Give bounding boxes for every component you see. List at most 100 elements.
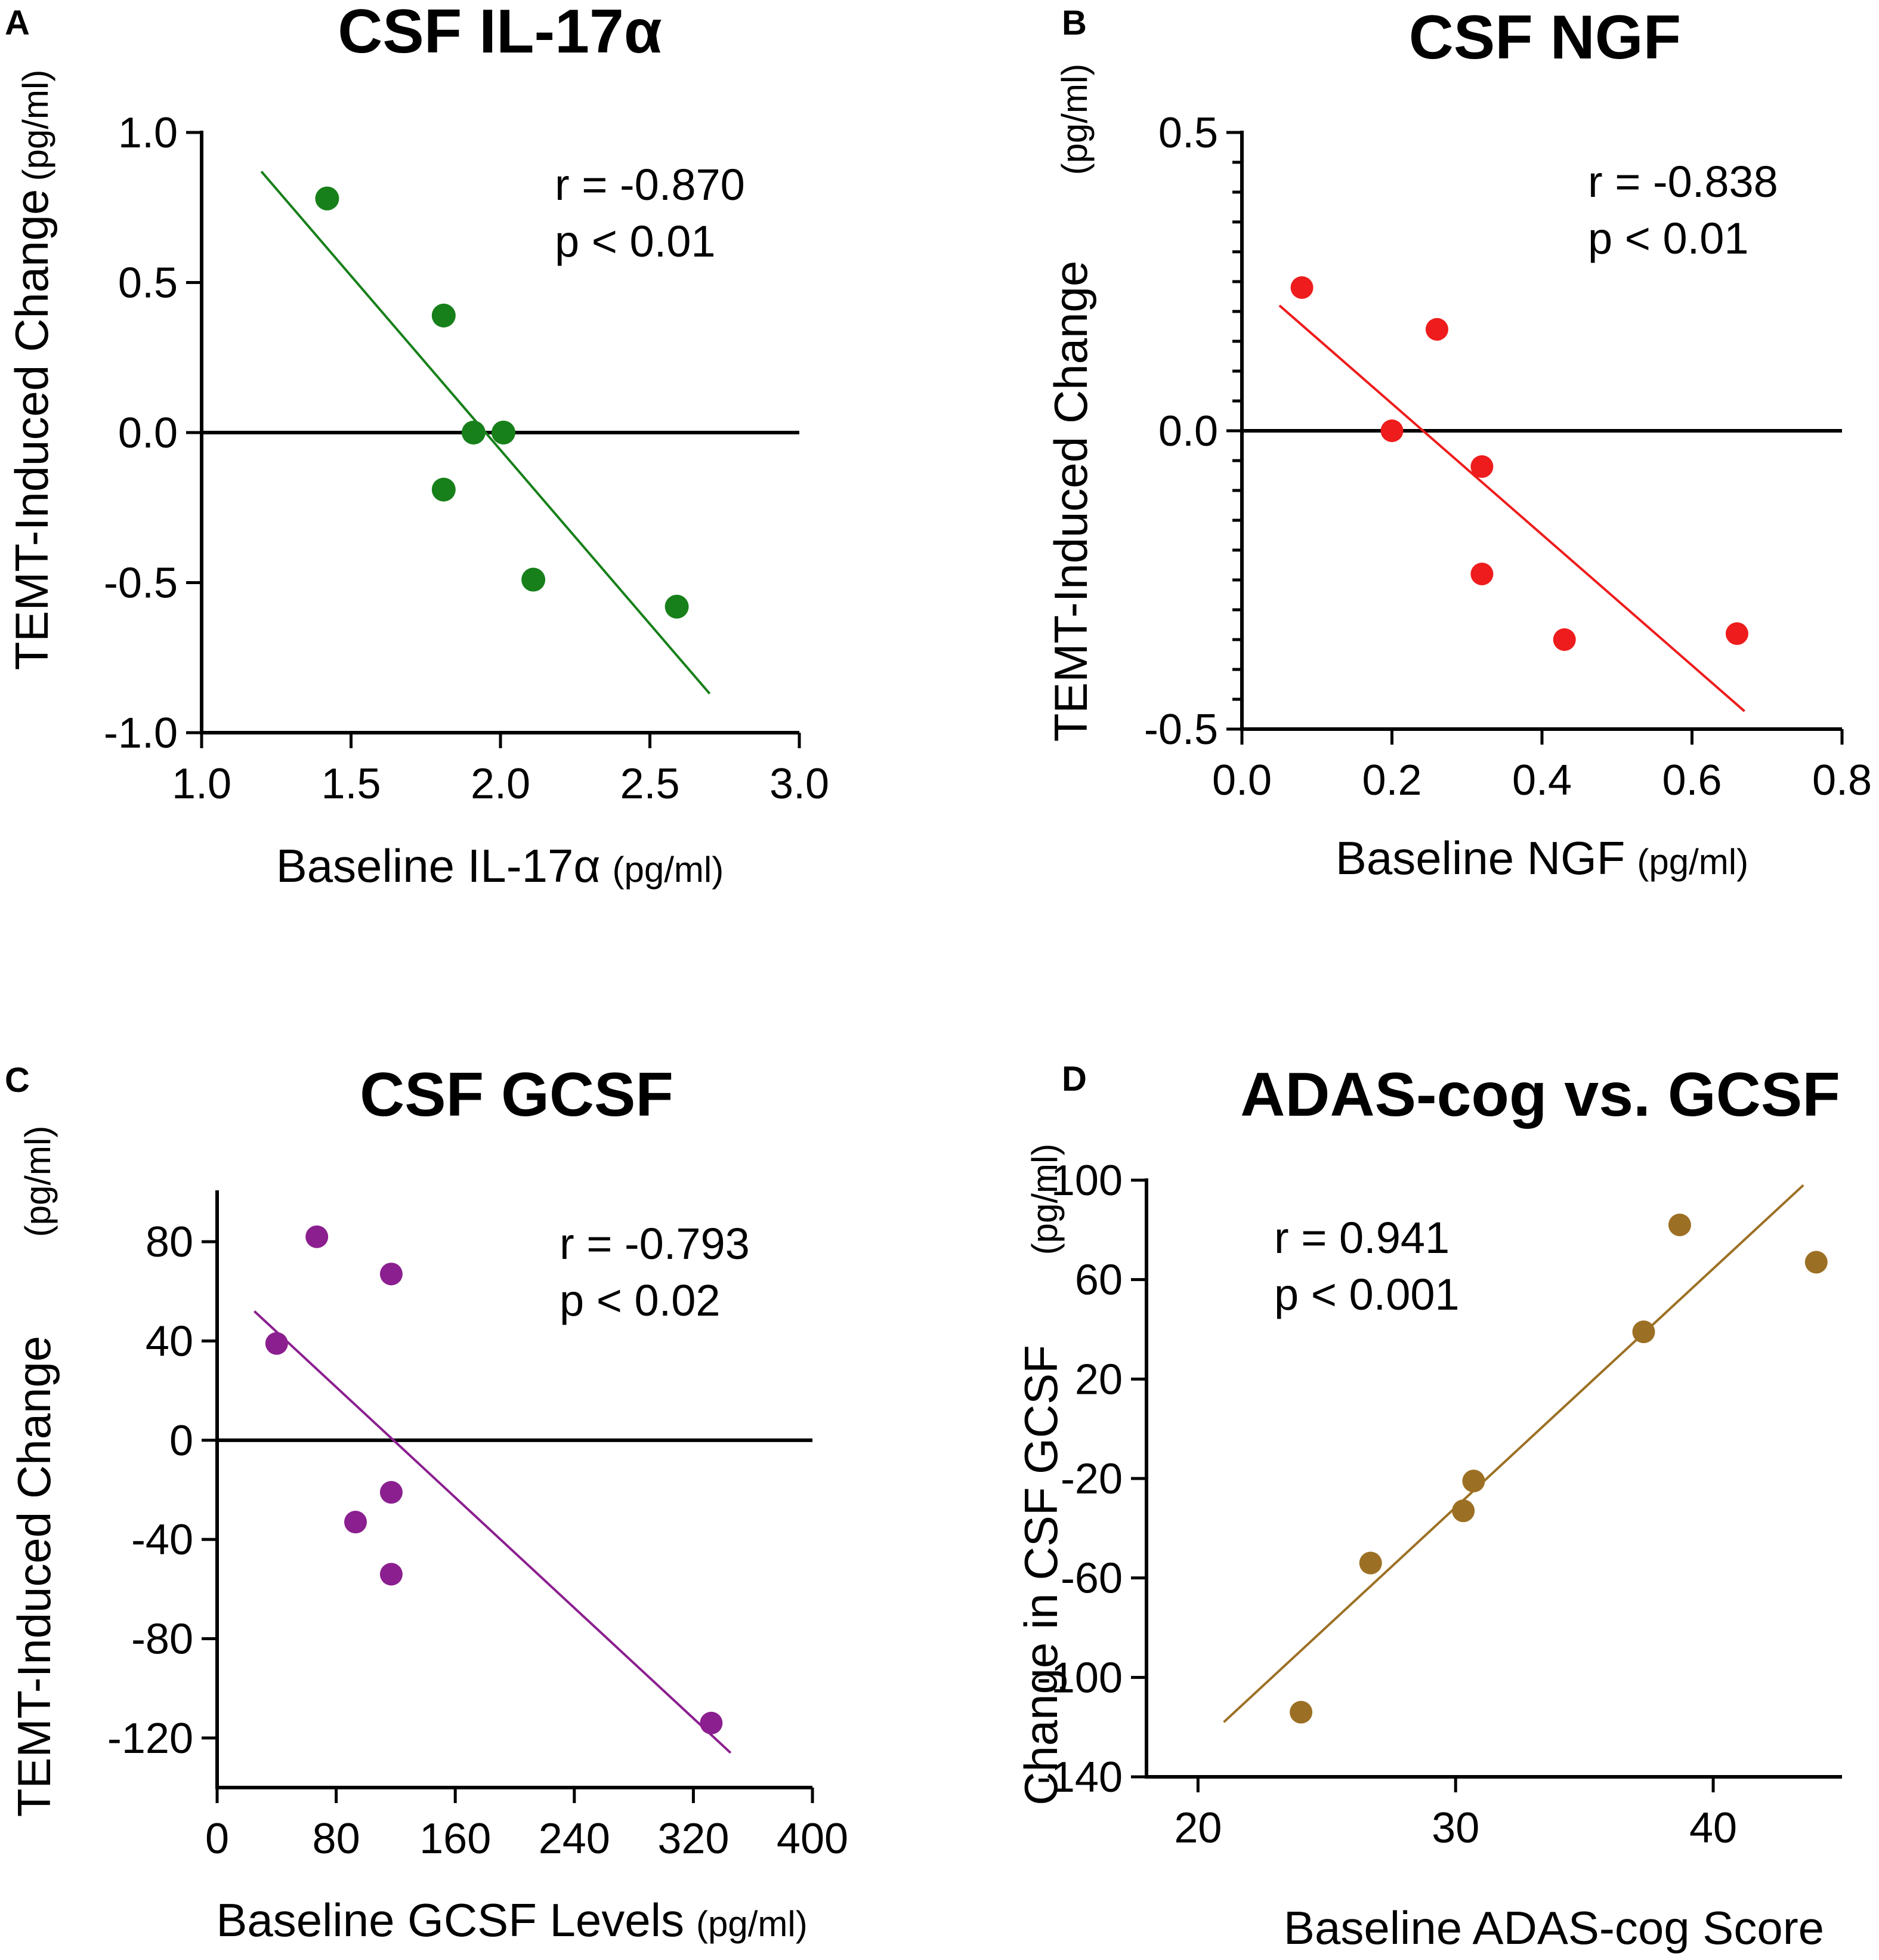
stat-p: p < 0.02 [560, 1276, 721, 1325]
x-axis-label-text: Baseline IL-17α [276, 839, 601, 892]
data-point [1380, 419, 1404, 442]
panel-letter: A [5, 4, 30, 42]
x-tick-label: 1.5 [321, 760, 381, 808]
regression-line [1223, 1184, 1804, 1723]
y-tick-label: 60 [1075, 1257, 1123, 1304]
data-point [431, 477, 456, 502]
data-point [344, 1511, 367, 1534]
x-tick-label: 80 [313, 1815, 360, 1863]
x-tick-label: 160 [419, 1815, 491, 1863]
panel-letter: C [5, 1061, 30, 1100]
x-tick-label: 0.0 [1212, 757, 1272, 804]
x-tick-label: 400 [777, 1815, 848, 1863]
y-tick-label: -1.0 [104, 709, 178, 757]
data-point [1462, 1470, 1485, 1493]
x-tick-label: 20 [1174, 1804, 1222, 1852]
y-tick-label: 0 [169, 1417, 193, 1465]
data-point [1804, 1251, 1828, 1274]
data-point [1359, 1551, 1382, 1575]
y-tick-label: -0.5 [1144, 706, 1218, 754]
x-tick-label: 0.8 [1812, 757, 1872, 804]
x-tick-label: 3.0 [769, 760, 829, 808]
y-axis-label: TEMT-Induced Change [1044, 261, 1097, 742]
data-point [305, 1225, 329, 1248]
y-axis-unit: (pg/ml) [1055, 64, 1095, 175]
data-point [1425, 318, 1448, 341]
panel-A: A CSF IL-17α 1.0 1.5 2.0 2.5 3.0 1.0 0.5 0.0 -0.5 -… [5, 0, 829, 892]
y-tick-label: 20 [1075, 1356, 1123, 1403]
y-tick-label: -100 [1037, 1654, 1123, 1702]
y-tick-label: 40 [146, 1318, 193, 1366]
data-point [521, 567, 546, 592]
panel-letter: D [1062, 1060, 1087, 1098]
y-axis-label: Change in CSF GCSF [1015, 1345, 1067, 1805]
data-point [1725, 622, 1748, 645]
data-point [700, 1711, 723, 1734]
stat-r: r = -0.838 [1588, 157, 1778, 206]
data-point [1632, 1320, 1655, 1344]
data-point [665, 594, 689, 619]
chart-title: CSF IL-17α [338, 0, 662, 66]
y-tick-label: 1.0 [118, 109, 178, 157]
stat-p: p < 0.001 [1274, 1270, 1460, 1319]
stat-r: r = -0.870 [555, 160, 745, 209]
x-tick-label: 1.0 [172, 760, 231, 808]
y-tick-label: -80 [131, 1616, 193, 1663]
y-tick-label: -140 [1037, 1754, 1123, 1801]
regression-line [254, 1310, 732, 1754]
stat-p: p < 0.01 [555, 217, 716, 266]
data-point [1452, 1499, 1475, 1523]
x-tick-label: 2.0 [471, 760, 530, 808]
y-axis-label: TEMT-Induced Change [8, 1336, 60, 1817]
chart-title: ADAS-cog vs. GCSF [1240, 1060, 1840, 1129]
x-axis-label: Baseline IL-17α (pg/ml) [276, 839, 724, 892]
x-axis-label: Baseline NGF (pg/ml) [1336, 832, 1748, 884]
data-point [492, 421, 516, 445]
data-point [379, 1481, 403, 1504]
x-tick-label: 240 [539, 1815, 610, 1863]
y-axis-unit: (pg/ml) [16, 70, 55, 181]
y-tick-label: -60 [1061, 1555, 1123, 1603]
y-tick-label: -40 [131, 1516, 193, 1564]
y-axis-unit: (pg/ml) [1025, 1144, 1065, 1255]
y-tick-label: -20 [1061, 1455, 1123, 1503]
data-point [1290, 1700, 1313, 1724]
x-tick-label: 40 [1689, 1804, 1737, 1852]
y-tick-label: 80 [146, 1218, 193, 1266]
stat-r: r = 0.941 [1274, 1213, 1450, 1263]
x-axis-label-text: Baseline GCSF Levels [216, 1894, 684, 1946]
data-point [265, 1332, 288, 1355]
x-tick-label: 0.6 [1662, 757, 1722, 804]
y-axis-unit: (pg/ml) [18, 1126, 58, 1237]
y-tick-label: -120 [107, 1715, 193, 1763]
y-tick-label: 0.0 [118, 409, 178, 457]
data-point [379, 1263, 403, 1286]
y-axis-label: TEMT-Induced Change [5, 189, 58, 670]
data-point [461, 421, 486, 445]
y-tick-label: 0.5 [1158, 109, 1218, 157]
x-axis-unit: (pg/ml) [1637, 842, 1748, 882]
x-axis-label: Baseline ADAS-cog Score [1284, 1902, 1824, 1954]
x-tick-label: 0.4 [1512, 757, 1572, 804]
y-tick-label: 100 [1051, 1157, 1123, 1205]
data-point [431, 303, 456, 328]
panel-D: D ADAS-cog vs. GCSF 20 30 40 100 60 20 -20 -60 -10… [1015, 1060, 1842, 1954]
x-axis-label-text: Baseline ADAS-cog Score [1284, 1902, 1824, 1954]
chart-title: CSF NGF [1409, 3, 1681, 72]
x-axis-unit: (pg/ml) [696, 1904, 808, 1944]
x-axis-label: Baseline GCSF Levels (pg/ml) [216, 1894, 807, 1946]
chart-title: CSF GCSF [360, 1060, 673, 1129]
panel-letter: B [1062, 4, 1087, 42]
regression-line [260, 171, 711, 695]
y-tick-label: 0.5 [118, 260, 178, 307]
data-point [1290, 276, 1314, 299]
stat-p: p < 0.01 [1588, 214, 1749, 263]
data-point [1470, 563, 1494, 585]
x-axis-label-text: Baseline NGF [1336, 832, 1625, 884]
data-point [1668, 1214, 1691, 1236]
x-tick-label: 320 [657, 1815, 729, 1863]
x-tick-label: 0.2 [1362, 757, 1421, 804]
